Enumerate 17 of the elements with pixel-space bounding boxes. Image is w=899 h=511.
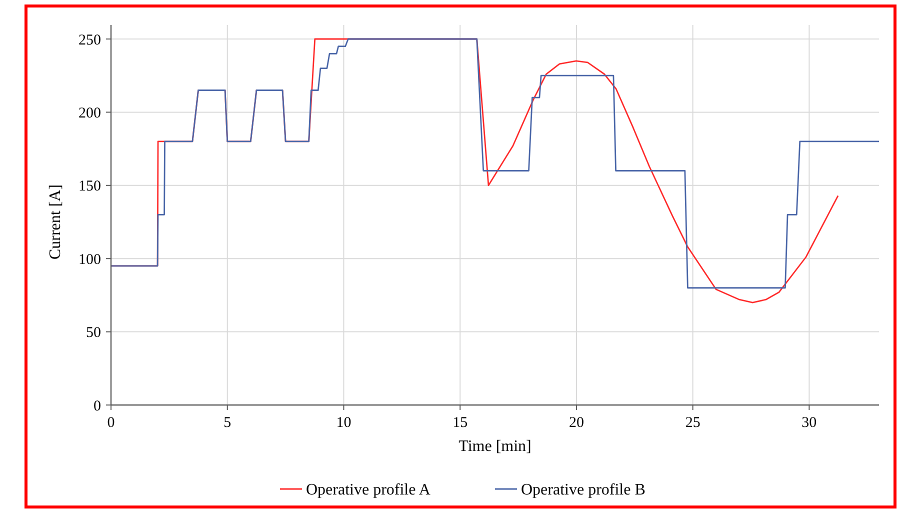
- x-tick-label: 5: [224, 415, 232, 431]
- y-tick-label: 50: [86, 325, 101, 342]
- x-axis-title: Time [min]: [458, 438, 532, 455]
- x-tick-label: 20: [568, 415, 584, 431]
- legend-label: Operative profile A: [306, 482, 431, 499]
- legend-label: Operative profile B: [521, 482, 646, 499]
- y-axis-title: Current [A]: [47, 184, 64, 260]
- y-tick-label: 0: [94, 398, 101, 414]
- y-tick-label: 150: [78, 178, 101, 195]
- x-tick-label: 15: [452, 415, 468, 431]
- y-tick-label: 100: [78, 252, 101, 268]
- y-tick-label: 250: [78, 32, 101, 48]
- x-tick-label: 0: [107, 415, 115, 431]
- x-tick-label: 25: [685, 415, 700, 431]
- y-tick-label: 200: [78, 105, 101, 122]
- x-tick-label: 10: [336, 415, 352, 431]
- x-tick-label: 30: [802, 415, 817, 431]
